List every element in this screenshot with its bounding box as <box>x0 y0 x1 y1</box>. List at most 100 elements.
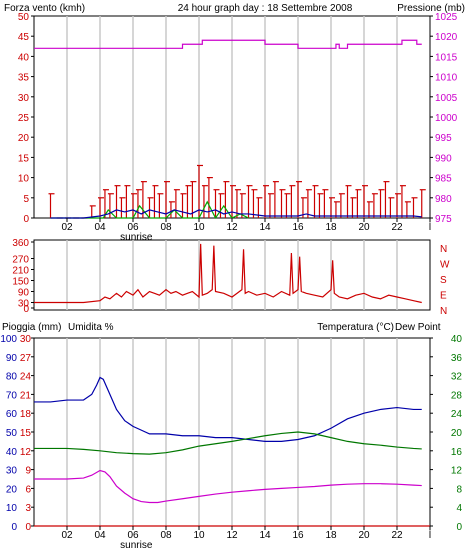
dir-y-tick-label: 270 <box>12 255 29 266</box>
temp-x-tick-label: 22 <box>391 530 403 541</box>
pressure-y-tick-label: 975 <box>435 214 452 225</box>
wind-y-tick-label: 50 <box>18 12 30 23</box>
rain-y-tick-label: 10 <box>6 503 18 514</box>
rain-y-tick-label: 60 <box>6 409 18 420</box>
rain-y-tick-label: 20 <box>6 484 18 495</box>
wind-x-tick-label: l <box>429 222 431 233</box>
series-temperatura <box>34 431 422 455</box>
wind-y-tick-label: 5 <box>23 194 29 205</box>
humidity-y-tick-label: 30 <box>20 334 32 345</box>
wind-x-tick-label: 18 <box>325 222 337 233</box>
wind-x-tick-label: 22 <box>391 222 403 233</box>
pressure-y-tick-label: 1015 <box>435 52 458 63</box>
series-dew-point <box>34 469 422 504</box>
humidity-y-tick-label: 9 <box>25 466 31 477</box>
temp-x-tick-label: 04 <box>94 530 106 541</box>
humidity-y-tick-label: 6 <box>25 484 31 495</box>
wind-x-tick-label: 16 <box>292 222 304 233</box>
wind-x-tick-label: 14 <box>259 222 271 233</box>
pressure-y-tick-label: 1010 <box>435 73 458 84</box>
temperature-y-tick-label: 0 <box>456 522 462 533</box>
pressure-y-tick-label: 995 <box>435 133 452 144</box>
temp-x-tick-label: 10 <box>193 530 205 541</box>
humidity-y-tick-label: 24 <box>20 372 32 383</box>
humidity-y-tick-label: 18 <box>20 409 32 420</box>
dewpoint-axis-title: Dew Point <box>395 322 441 333</box>
rain-y-tick-label: 100 <box>0 334 17 345</box>
temperature-y-tick-label: 36 <box>451 353 463 364</box>
pressure-y-tick-label: 985 <box>435 174 452 185</box>
dir-compass-letter: W <box>440 260 450 271</box>
temperature-y-tick-label: 4 <box>456 503 462 514</box>
temperature-y-tick-label: 8 <box>456 484 462 495</box>
temperature-axis-title: Temperatura (°C) <box>317 322 394 333</box>
temp-x-tick-label: 08 <box>160 530 172 541</box>
humidity-y-tick-label: 12 <box>20 447 32 458</box>
temp-x-tick-label: 18 <box>325 530 337 541</box>
rain-y-tick-label: 0 <box>11 522 17 533</box>
rain-y-tick-label: 50 <box>6 428 18 439</box>
wind-y-tick-label: 15 <box>18 153 30 164</box>
pressure-y-tick-label: 980 <box>435 194 452 205</box>
rain-y-tick-label: 30 <box>6 466 18 477</box>
series-media <box>50 209 422 219</box>
humidity-y-tick-label: 21 <box>20 390 32 401</box>
wind-x-tick-label: 12 <box>226 222 238 233</box>
temperature-y-tick-label: 20 <box>451 428 463 439</box>
wind-x-tick-label: 20 <box>358 222 370 233</box>
pressure-y-tick-label: 1000 <box>435 113 458 124</box>
dir-compass-letter: N <box>440 306 447 317</box>
temp-x-tick-label: 16 <box>292 530 304 541</box>
pressure-y-tick-label: 1005 <box>435 93 458 104</box>
temp-x-tick-label: 12 <box>226 530 238 541</box>
temp-x-tick-label: 06 <box>127 530 139 541</box>
wind-x-tick-label: 08 <box>160 222 172 233</box>
wind-y-tick-label: 10 <box>18 174 30 185</box>
rain-y-tick-label: 40 <box>6 447 18 458</box>
dir-y-tick-label: 150 <box>12 277 29 288</box>
humidity-y-tick-label: 27 <box>20 353 32 364</box>
series-umidita <box>34 376 422 442</box>
series-direzione <box>34 243 422 304</box>
dir-compass-letter: S <box>440 275 447 286</box>
wind-y-tick-label: 40 <box>18 52 30 63</box>
graph-title: 24 hour graph day : 18 Settembre 2008 <box>178 3 353 14</box>
rain-axis-title: Pioggia (mm) <box>2 322 61 333</box>
series-raffica <box>50 200 249 220</box>
pressure-y-tick-label: 1020 <box>435 32 458 43</box>
temp-sunrise-label: sunrise <box>120 540 153 551</box>
humidity-axis-title: Umidita % <box>68 322 114 333</box>
wind-y-tick-label: 35 <box>18 73 30 84</box>
wind-y-tick-label: 45 <box>18 32 30 43</box>
rain-y-tick-label: 80 <box>6 372 18 383</box>
humidity-y-tick-label: 3 <box>25 503 31 514</box>
temp-x-tick-label: 14 <box>259 530 271 541</box>
temperature-y-tick-label: 16 <box>451 447 463 458</box>
pressure-y-tick-label: 990 <box>435 153 452 164</box>
temp-x-tick-label: l <box>429 530 431 541</box>
pressure-y-tick-label: 1025 <box>435 12 458 23</box>
wind-y-tick-label: 0 <box>23 214 29 225</box>
wind-axis-title: Forza vento (kmh) <box>4 3 85 14</box>
temp-x-tick-label: 02 <box>61 530 73 541</box>
wind-x-tick-label: 06 <box>127 222 139 233</box>
temperature-y-tick-label: 24 <box>451 409 463 420</box>
rain-y-tick-label: 70 <box>6 390 18 401</box>
series-pressione <box>34 39 422 49</box>
dir-y-tick-label: 30 <box>18 299 30 310</box>
dir-compass-letter: E <box>440 291 447 302</box>
temp-x-tick-label: 20 <box>358 530 370 541</box>
wind-y-tick-label: 25 <box>18 113 30 124</box>
temperature-y-tick-label: 28 <box>451 390 463 401</box>
dir-compass-letter: N <box>440 244 447 255</box>
temperature-y-tick-label: 40 <box>451 334 463 345</box>
dir-y-tick-label: 360 <box>12 238 29 249</box>
wind-y-tick-label: 20 <box>18 133 30 144</box>
pressure-axis-title: Pressione (mb) <box>397 3 465 14</box>
wind-x-tick-label: 02 <box>61 222 73 233</box>
wind-x-tick-label: 04 <box>94 222 106 233</box>
temperature-y-tick-label: 32 <box>451 372 463 383</box>
dir-y-tick-label: 0 <box>23 304 29 315</box>
